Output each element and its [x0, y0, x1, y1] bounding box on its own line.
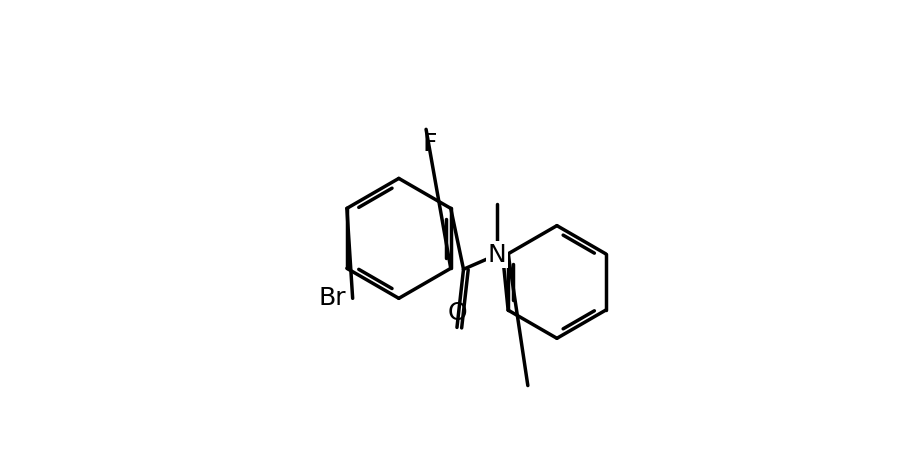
- Text: F: F: [422, 132, 437, 156]
- Text: Br: Br: [319, 287, 346, 310]
- Text: O: O: [447, 301, 466, 325]
- Text: N: N: [487, 243, 505, 267]
